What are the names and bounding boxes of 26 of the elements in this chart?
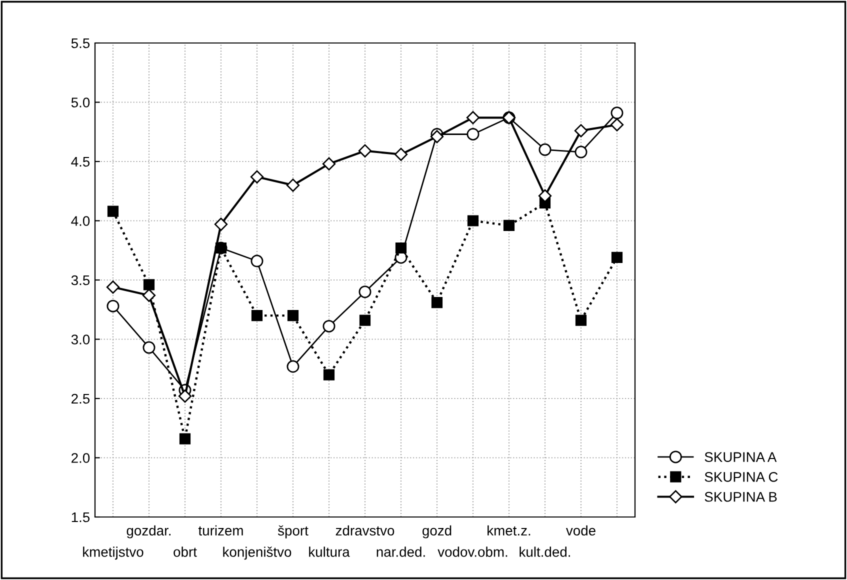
y-tick-label: 3.0 [71, 334, 90, 344]
x-tick-label: šport [278, 525, 308, 538]
x-tick-label: zdravstvo [336, 525, 394, 536]
y-tick-label: 3.5 [71, 275, 90, 286]
x-tick-label: turizem [198, 525, 243, 536]
legend-label: SKUPINA C [704, 472, 778, 482]
x-tick-label: gozd [422, 525, 452, 538]
x-tick-label: gozdar. [126, 525, 171, 538]
y-tick-label: 4.5 [71, 156, 90, 167]
y-tick-label: 2.0 [72, 453, 90, 463]
x-tick-label: nar.ded. [376, 546, 425, 557]
x-tick-label: kult.ded. [520, 546, 570, 557]
x-tick-label: konjeništvo [223, 546, 292, 560]
x-tick-label: kmet.z. [488, 525, 530, 536]
legend-label: SKUPINA A [704, 452, 777, 462]
y-tick-label: 1.5 [72, 512, 90, 522]
x-tick-label: vodov.obm. [438, 546, 508, 557]
x-tick-label: kmetijstvo [83, 546, 144, 560]
y-tick-label: 4.0 [71, 216, 90, 226]
x-tick-label: kultura [309, 546, 350, 557]
x-tick-label: vode [566, 525, 596, 536]
legend-label: SKUPINA B [704, 492, 777, 502]
y-tick-label: 2.5 [72, 394, 90, 404]
x-tick-label: obrt [174, 546, 197, 557]
y-tick-label: 5.0 [71, 98, 90, 108]
y-tick-label: 5.5 [71, 38, 90, 48]
